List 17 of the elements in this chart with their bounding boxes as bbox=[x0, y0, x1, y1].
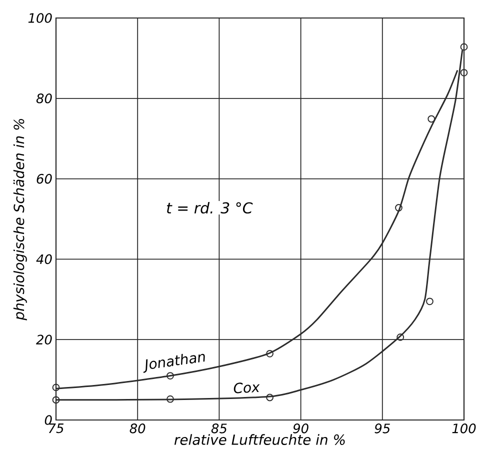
x-tick-label: 75 bbox=[48, 424, 64, 434]
series-label: Cox bbox=[234, 382, 260, 394]
y-tick-label: 40 bbox=[36, 254, 52, 264]
y-tick-label: 0 bbox=[44, 415, 52, 425]
x-tick-label: 80 bbox=[130, 424, 146, 434]
y-tick-label: 60 bbox=[36, 174, 52, 184]
y-tick-label: 100 bbox=[28, 13, 52, 23]
y-axis-title: physiologische Schäden in % bbox=[13, 118, 27, 320]
annotation: t = rd. 3 °C bbox=[166, 202, 253, 214]
x-tick-label: 90 bbox=[293, 424, 308, 434]
x-tick-label: 95 bbox=[374, 424, 390, 434]
x-tick-label: 100 bbox=[452, 424, 476, 434]
text: Jonathan bbox=[143, 354, 205, 373]
y-tick-label: 80 bbox=[36, 94, 52, 104]
x-tick-label: 85 bbox=[211, 424, 227, 434]
x-axis-title: relative Luftfeuchte in % bbox=[174, 434, 345, 445]
y-tick-label: 20 bbox=[36, 334, 52, 344]
